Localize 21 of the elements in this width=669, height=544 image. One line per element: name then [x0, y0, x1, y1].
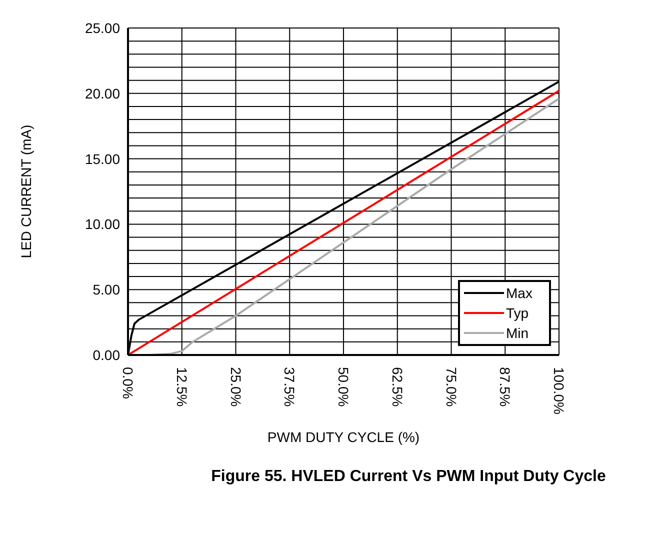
x-tick-label: 87.5%	[497, 367, 514, 407]
legend-label: Min	[506, 325, 529, 341]
x-tick-label: 0.0%	[120, 367, 136, 399]
y-tick-label: 10.00	[84, 216, 120, 232]
x-tick-label: 100.0%	[551, 367, 567, 414]
x-tick-label: 37.5%	[282, 367, 298, 407]
x-axis-title: PWM DUTY CYCLE (%)	[267, 429, 420, 445]
y-tick-label: 0.00	[92, 346, 120, 363]
x-tick-label: 25.0%	[228, 367, 244, 407]
legend-label: Max	[506, 285, 532, 301]
text: Figure 55. HVLED Current Vs PWM Input Duty Cycle	[210, 468, 607, 486]
x-tick-label: 12.5%	[174, 367, 190, 407]
y-tick-label: 20.00	[84, 85, 120, 102]
x-tick-label: 50.0%	[336, 367, 352, 407]
x-tick-label: 62.5%	[389, 367, 406, 407]
legend-label: Typ	[506, 305, 529, 321]
x-tick-label: 75.0%	[443, 367, 460, 407]
y-tick-label: 5.00	[92, 282, 120, 298]
y-axis-title: LED CURRENT (mA)	[18, 124, 34, 258]
y-tick-label: 15.00	[84, 150, 120, 167]
y-tick-label: 25.00	[84, 20, 120, 36]
